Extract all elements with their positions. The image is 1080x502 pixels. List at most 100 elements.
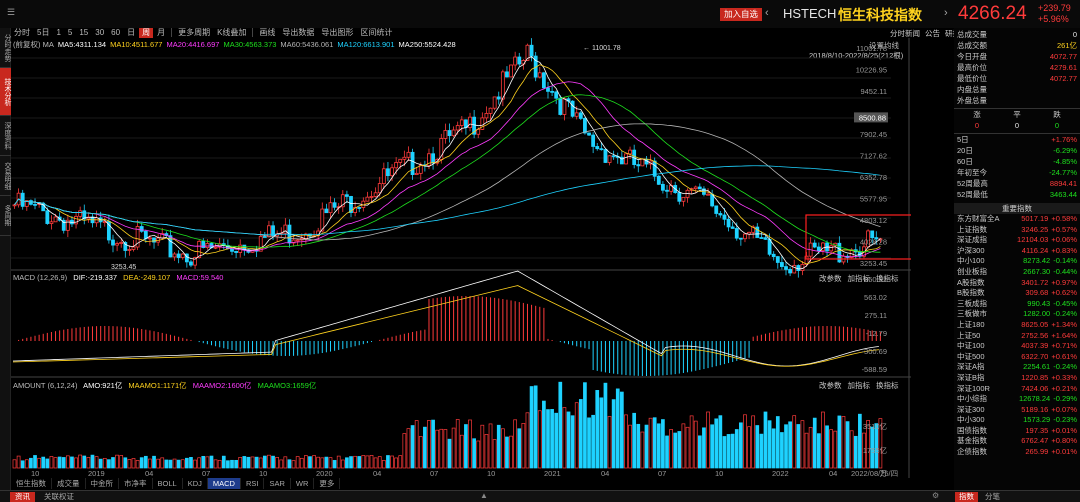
index-row[interactable]: 中证100 4037.39 +0.71% — [954, 341, 1080, 352]
indicator-tab-6[interactable]: MACD — [207, 478, 241, 489]
index-row[interactable]: B股指数 309.68 +0.62% — [954, 288, 1080, 299]
period-11[interactable]: K线叠加 — [217, 27, 247, 37]
candle-body — [496, 96, 501, 100]
amount-add-indicator-button[interactable]: 加指标 — [847, 381, 871, 390]
index-name: 中小100 — [957, 256, 985, 266]
left-tab-3[interactable]: 交易明细 — [0, 156, 11, 196]
indicator-tab-7[interactable]: RSI — [241, 478, 265, 489]
settings-icon[interactable]: ⚙ — [932, 491, 940, 500]
period-change-label: 20日 — [957, 146, 973, 155]
index-row[interactable]: 三板成指 990.43 -0.45% — [954, 299, 1080, 310]
left-tab-4[interactable]: 多周期 — [0, 196, 11, 236]
x-tick: 2019 — [88, 469, 105, 478]
index-tab[interactable]: 指数 — [955, 492, 978, 502]
indicator-tab-9[interactable]: WR — [291, 478, 315, 489]
left-tab-0[interactable]: 分时走势 — [0, 28, 11, 68]
amount-bar — [172, 458, 177, 469]
chart-svg[interactable]: 11001.78 10226.95 9452.11 8500.88 7902.45 712… — [11, 38, 911, 478]
index-row[interactable]: 上证50 2752.56 +1.64% — [954, 331, 1080, 342]
period-6[interactable]: 60 — [111, 27, 121, 37]
index-row[interactable]: 中证500 6322.70 +0.61% — [954, 352, 1080, 363]
period-12[interactable]: 画线 — [259, 27, 276, 37]
index-row[interactable]: 上证180 8625.05 +1.34% — [954, 320, 1080, 331]
add-watchlist-button[interactable]: 加入自选 — [720, 8, 763, 21]
related-warrant-tab[interactable]: 关联权证 — [44, 492, 74, 501]
left-tab-1[interactable]: 技术分析 — [0, 68, 11, 116]
amount-bar — [283, 456, 288, 469]
index-row[interactable]: 国债指数 197.35 +0.01% — [954, 426, 1080, 437]
period-0[interactable]: 分时 — [14, 27, 30, 37]
indicator-tab-8[interactable]: SAR — [264, 478, 291, 489]
index-pct: +0.97% — [1051, 277, 1077, 287]
prev-icon[interactable]: ‹ — [765, 7, 769, 19]
index-name: 上证50 — [957, 330, 981, 340]
index-row[interactable]: 深证成指 12104.03 +0.06% — [954, 235, 1080, 246]
tick-tab[interactable]: 分笔 — [985, 492, 1000, 501]
left-tab-2[interactable]: 深度资料 — [0, 116, 11, 156]
index-row[interactable]: 深证100R 7424.06 +0.21% — [954, 384, 1080, 395]
amount-bar — [357, 456, 362, 469]
index-row[interactable]: 中小100 8273.42 -0.14% — [954, 256, 1080, 267]
macd-tools: 改参数 加指标 换指标 — [819, 273, 899, 284]
amount-bar — [119, 455, 124, 469]
index-row[interactable]: 企债指数 265.99 +0.01% — [954, 447, 1080, 458]
index-row[interactable]: 沪深300 4116.24 +0.83% — [954, 246, 1080, 257]
indicator-tab-10[interactable]: 更多 — [314, 478, 341, 489]
rise-flat-fall-values: 0 0 0 — [954, 120, 1080, 131]
index-row[interactable]: 三板做市 1282.00 -0.24% — [954, 309, 1080, 320]
macd-switch-indicator-button[interactable]: 换指标 — [876, 274, 899, 283]
period-2[interactable]: 1 — [56, 27, 61, 37]
indicator-tab-3[interactable]: 市净率 — [119, 478, 153, 489]
indicator-tab-4[interactable]: BOLL — [153, 478, 183, 489]
period-1[interactable]: 5日 — [37, 27, 50, 37]
index-row[interactable]: A股指数 3401.72 +0.97% — [954, 278, 1080, 289]
amount-bar — [86, 457, 91, 469]
period-13[interactable]: 导出数据 — [282, 27, 315, 37]
index-row[interactable]: 东方财富全A 5017.19 +0.58% — [954, 214, 1080, 225]
index-row[interactable]: 中小300 1573.29 -0.23% — [954, 415, 1080, 426]
news-status-tab[interactable]: 资讯 — [10, 492, 35, 502]
index-row[interactable]: 上证指数 3246.25 +0.57% — [954, 225, 1080, 236]
news-tab[interactable]: 分时新闻 — [890, 29, 920, 38]
amount-bar — [652, 417, 657, 469]
macd-add-indicator-button[interactable]: 加指标 — [847, 274, 871, 283]
indicator-tab-0[interactable]: 恒生指数 — [11, 478, 52, 489]
period-15[interactable]: 区间统计 — [360, 27, 393, 37]
period-7[interactable]: 日 — [127, 27, 136, 37]
index-row[interactable]: 创业板指 2667.30 -0.44% — [954, 267, 1080, 278]
amount-bar — [858, 413, 862, 469]
candle-body — [734, 228, 739, 239]
indicator-tab-5[interactable]: KDJ — [183, 478, 208, 489]
index-row[interactable]: 基金指数 6762.47 +0.80% — [954, 436, 1080, 447]
amount-switch-indicator-button[interactable]: 换指标 — [876, 381, 899, 390]
amount-bar — [336, 455, 341, 469]
index-row[interactable]: 深证B指 1220.85 +0.33% — [954, 373, 1080, 384]
period-3[interactable]: 5 — [67, 27, 73, 37]
x-tick: 07 — [430, 469, 438, 478]
ma-settings-button[interactable]: 设置均线 — [869, 41, 899, 50]
period-5[interactable]: 30 — [95, 27, 105, 37]
indicator-tab-1[interactable]: 成交量 — [52, 478, 86, 489]
period-4[interactable]: 15 — [79, 27, 89, 37]
menu-icon[interactable]: ☰ — [6, 7, 16, 17]
x-tick: 04 — [373, 469, 381, 478]
period-14[interactable]: 导出图形 — [321, 27, 354, 37]
next-icon[interactable]: › — [944, 7, 948, 19]
macd-change-param-button[interactable]: 改参数 — [819, 274, 842, 283]
index-row[interactable]: 深证300 5189.16 +0.07% — [954, 405, 1080, 416]
index-row[interactable]: 深证A指 2254.61 -0.24% — [954, 362, 1080, 373]
report-tab[interactable]: 研报 — [945, 29, 960, 38]
indicator-tab-2[interactable]: 中金所 — [86, 478, 119, 489]
amount-bar — [107, 459, 111, 469]
index-row[interactable]: 中小综指 12678.24 -0.29% — [954, 394, 1080, 405]
notice-tab[interactable]: 公告 — [925, 29, 940, 38]
period-9[interactable]: 月 — [157, 27, 166, 37]
period-8[interactable]: 周 — [139, 27, 154, 38]
index-pct: +0.21% — [1051, 383, 1077, 393]
chart-area[interactable]: (前复权) MA MA5:4311.134 MA10:4511.677 MA20:44… — [11, 38, 911, 478]
amount-change-param-button[interactable]: 改参数 — [819, 381, 842, 390]
collapse-icon[interactable]: ▲ — [480, 491, 488, 500]
dif-line — [12, 270, 879, 367]
candle-body — [394, 162, 399, 169]
period-10[interactable]: 更多周期 — [178, 27, 211, 37]
